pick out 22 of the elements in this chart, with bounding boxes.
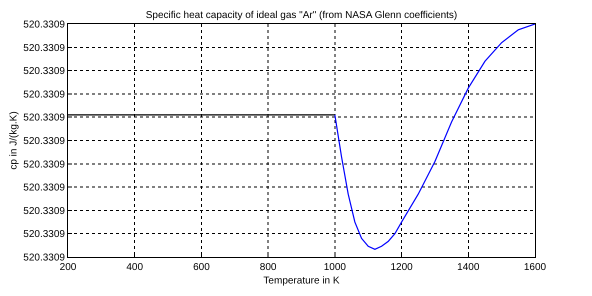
x-tick-label: 1000 [324, 262, 346, 273]
x-tick-label: 400 [126, 262, 144, 273]
chart-title: Specific heat capacity of ideal gas "Ar" (from NASA Glenn coefficients) [146, 10, 458, 21]
text: 520.3309 [23, 136, 66, 147]
x-tick-label: 600 [193, 262, 210, 273]
text: 520.3309 [23, 159, 66, 170]
text: 520.3309 [23, 206, 66, 217]
x-axis-title: Temperature in K [263, 276, 340, 286]
y-axis-title: cp in J/(kg.K) [8, 111, 20, 170]
text: 520.3309 [23, 252, 66, 264]
text: 520.3309 [23, 112, 66, 124]
x-tick-label: 1400 [457, 262, 480, 273]
text: 520.3309 [23, 182, 66, 194]
x-tick-label: 1600 [524, 262, 547, 273]
x-tick-label: 200 [60, 262, 77, 273]
text: 520.3309 [23, 229, 66, 240]
text: 520.3309 [23, 66, 66, 78]
text: 520.3309 [23, 20, 66, 30]
x-tick-label: 800 [260, 262, 277, 273]
text: 520.3309 [23, 42, 66, 54]
text: 520.3309 [23, 89, 66, 100]
x-tick-label: 1200 [390, 262, 414, 273]
